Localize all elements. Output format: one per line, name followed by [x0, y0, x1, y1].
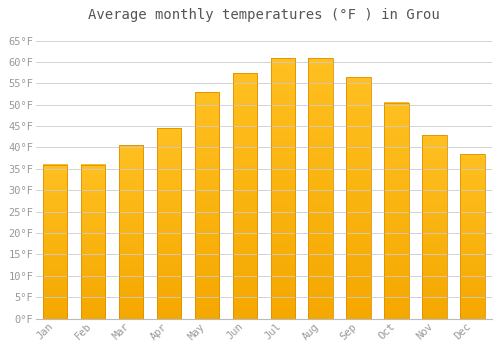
Bar	[232, 72, 257, 318]
Bar	[384, 103, 409, 318]
Bar	[422, 135, 447, 318]
Bar	[156, 128, 182, 318]
Bar	[270, 58, 295, 318]
Bar	[460, 154, 485, 318]
Bar	[80, 164, 106, 318]
Bar	[118, 145, 144, 318]
Bar	[346, 77, 371, 318]
Bar	[43, 164, 68, 318]
Bar	[194, 92, 220, 318]
Bar	[308, 58, 333, 318]
Title: Average monthly temperatures (°F ) in Grou: Average monthly temperatures (°F ) in Gr…	[88, 8, 440, 22]
